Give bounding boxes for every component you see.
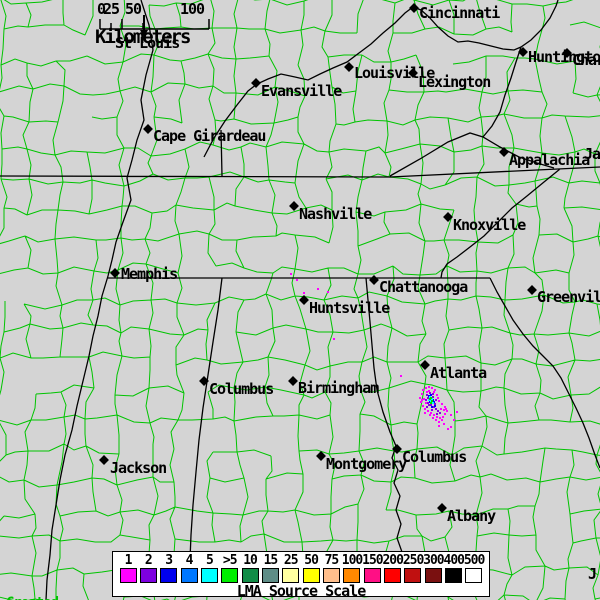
legend-swatch xyxy=(322,568,340,583)
city-label: Appalachia xyxy=(509,151,590,169)
legend-entry: 3 xyxy=(159,554,179,583)
city-label: Albany xyxy=(447,507,496,525)
city-label: Cincinnati xyxy=(419,4,500,22)
legend-value-label: 400 xyxy=(443,553,465,568)
legend-value-label: 2 xyxy=(144,553,153,568)
legend-entry: 250 xyxy=(402,553,424,583)
legend-value-label: 150 xyxy=(362,553,383,568)
lightning-sources xyxy=(290,273,458,430)
legend-swatch xyxy=(180,568,198,583)
city-label: Cape Girardeau xyxy=(153,127,266,145)
city-label: Atlanta xyxy=(430,364,487,382)
legend-entry: >5 xyxy=(220,554,240,583)
city-label: Greenville xyxy=(537,288,600,306)
city-label: Knoxville xyxy=(453,216,526,234)
legend-swatch xyxy=(282,568,300,583)
city-label: Charl xyxy=(572,51,600,69)
city-label: St Louis xyxy=(115,34,180,52)
legend-entry: 200 xyxy=(382,553,404,583)
legend-entry: 10 xyxy=(240,554,260,583)
legend-swatch xyxy=(445,568,462,583)
legend-value-label: 25 xyxy=(283,553,299,568)
legend-swatch xyxy=(160,568,178,583)
legend-entry: 100 xyxy=(341,553,363,583)
legend-swatch xyxy=(465,568,483,583)
legend-entry: 25 xyxy=(281,554,301,583)
legend-entry: 75 xyxy=(321,554,341,583)
legend-value-label: 10 xyxy=(243,553,258,568)
city-label: Nashville xyxy=(299,205,372,223)
legend-entry: 4 xyxy=(179,554,199,583)
creation-timestamp: Created 12/05/2012 14:32:46 xyxy=(6,568,147,600)
city-label: Jackson xyxy=(110,459,167,477)
legend-value-label: 5 xyxy=(205,553,214,568)
scale-number: 25 xyxy=(103,0,120,18)
city-label: Lexington xyxy=(418,73,491,91)
legend-swatch xyxy=(363,568,381,583)
legend-value-label: >5 xyxy=(222,553,238,568)
city-label: Birmingham xyxy=(298,379,379,397)
legend-value-label: 250 xyxy=(402,553,424,568)
legend-swatch xyxy=(221,568,239,583)
legend-entry: 50 xyxy=(301,554,321,583)
legend-value-label: 75 xyxy=(324,553,340,568)
legend-value-label: 100 xyxy=(341,553,363,568)
scale-number: 100 xyxy=(180,0,205,18)
city-label: Columbus xyxy=(209,380,274,398)
legend-entry: 400 xyxy=(443,553,465,583)
city-label: J xyxy=(588,565,597,583)
city-label: Ja xyxy=(584,145,600,163)
legend-value-label: 300 xyxy=(423,553,444,568)
city-label: Huntsville xyxy=(309,299,390,317)
legend-swatch xyxy=(139,568,157,583)
city-label: Memphis xyxy=(121,265,178,283)
city-label: Evansville xyxy=(261,82,342,100)
legend-value-label: 3 xyxy=(165,553,173,568)
scale-number: 0 xyxy=(97,0,106,18)
legend-value-label: 200 xyxy=(382,553,403,568)
legend-title: LMA Source Scale xyxy=(236,582,367,600)
lma-source-scale-legend: 1 2 3 4 5 >5 10 15 25 50 75 100 150 200 250 300 400 500 L… xyxy=(112,551,490,600)
scale-bar-graphic xyxy=(99,15,210,37)
legend-entry: 150 xyxy=(362,553,384,583)
kilometers-label: Kilometers xyxy=(95,26,191,48)
city-label: Columbus xyxy=(402,448,467,466)
legend-entry: 1 xyxy=(118,554,138,583)
city-label: Huntington xyxy=(528,48,600,66)
created-label: Created xyxy=(6,596,147,600)
legend-value-label: 500 xyxy=(463,553,485,568)
legend-swatch xyxy=(241,568,259,583)
legend-swatch xyxy=(343,568,361,583)
legend-value-label: 4 xyxy=(185,553,194,568)
scale-number: 50 xyxy=(125,0,142,18)
legend-entry: 2 xyxy=(138,554,158,583)
legend-value-label: 50 xyxy=(304,553,319,568)
legend-entries: 1 2 3 4 5 >5 10 15 25 50 75 100 150 200 250 300 400 500 xyxy=(118,553,485,583)
legend-swatch xyxy=(261,568,279,583)
legend-swatch xyxy=(383,568,401,583)
legend-swatch xyxy=(200,568,218,583)
legend-value-label: 1 xyxy=(124,553,133,568)
legend-entry: 500 xyxy=(463,553,485,583)
city-label: Montgomery xyxy=(326,455,407,473)
north-arrow-icon xyxy=(140,15,148,37)
legend-swatch xyxy=(424,568,442,583)
city-label: Chattanooga xyxy=(379,278,468,296)
legend-entry: 15 xyxy=(260,554,280,583)
legend-swatch xyxy=(404,568,422,583)
legend-entry: 5 xyxy=(199,554,219,583)
legend-entry: 300 xyxy=(423,553,445,583)
legend-value-label: 15 xyxy=(263,553,279,568)
legend-swatch xyxy=(302,568,320,583)
legend-swatch xyxy=(119,568,137,583)
